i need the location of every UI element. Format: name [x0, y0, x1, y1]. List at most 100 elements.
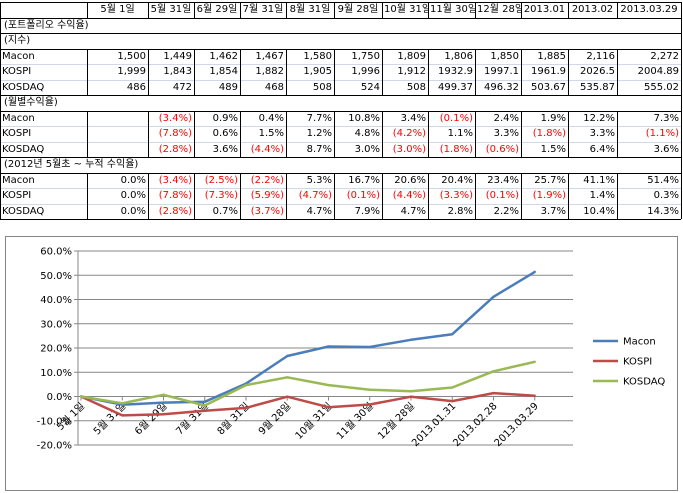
data-point — [492, 370, 495, 373]
table-cell: (0.6%) — [485, 143, 519, 155]
cell-border — [382, 64, 383, 80]
header-border — [334, 2, 335, 18]
table-cell: 0.6% — [212, 128, 238, 139]
row-label: KOSPI — [2, 128, 32, 139]
spreadsheet-table: 5월 1일 5월 31일 6월 29일 7월 31일 8월 31일 9월 28일 10월 3… — [0, 0, 683, 232]
cell-border — [194, 203, 195, 219]
table-cell: 6.4% — [589, 143, 615, 155]
cell-border — [617, 48, 618, 64]
data-point — [451, 399, 454, 403]
cell-border — [0, 188, 1, 204]
data-point — [368, 345, 371, 349]
cell-border — [286, 110, 287, 126]
cell-border — [0, 172, 1, 188]
cell-border — [681, 157, 682, 173]
cell-border — [240, 172, 241, 188]
header-border — [617, 2, 618, 18]
y-tick-label: 0.0% — [47, 392, 72, 403]
cell-border — [194, 172, 195, 188]
table-cell: (4.4%) — [392, 190, 426, 201]
cell-border — [568, 79, 569, 95]
data-point — [327, 345, 330, 348]
cell-border — [428, 48, 429, 64]
cell-border — [382, 126, 383, 142]
cell-border — [681, 203, 682, 219]
table-cell: (1.9%) — [532, 190, 566, 201]
header-border — [428, 2, 429, 18]
section-title: (포트폴리오 수익율) — [4, 19, 89, 31]
table-cell: 0.0% — [120, 190, 146, 201]
cell-border — [87, 48, 88, 64]
table-cell: 489 — [218, 81, 238, 93]
cell-border — [0, 110, 1, 126]
series-line-macon[interactable] — [80, 270, 536, 406]
table-cell: 3.4% — [400, 112, 426, 124]
data-point — [286, 354, 289, 358]
line-chart[interactable]: -20.0% -10.0% 0.0% 10.0% 20.0% 30.0% 40.0% 50.0… — [5, 236, 678, 491]
table-cell: 2,272 — [650, 50, 679, 62]
table-cell: 1,500 — [117, 50, 146, 62]
cell-border — [568, 203, 569, 219]
table-cell: (7.8%) — [158, 128, 192, 139]
x-tick-label: 8월 31일 — [215, 400, 252, 437]
cell-border — [681, 126, 682, 142]
table-cell: 10.8% — [348, 112, 380, 124]
cell-border — [568, 110, 569, 126]
table-cell: 0.9% — [212, 112, 238, 124]
cell-border — [240, 110, 241, 126]
header-border — [194, 2, 195, 18]
cell-border — [617, 79, 618, 95]
cell-border — [87, 126, 88, 142]
cell-border — [334, 126, 335, 142]
table-cell: (7.8%) — [158, 190, 192, 201]
cell-border — [521, 188, 522, 204]
table-cell: 508 — [406, 81, 426, 93]
table-cell: 1,809 — [397, 50, 426, 62]
cell-border — [568, 64, 569, 80]
table-cell: 5.3% — [306, 174, 332, 186]
cell-border — [382, 172, 383, 188]
table-cell: (3.0%) — [392, 143, 426, 155]
cell-border — [568, 141, 569, 157]
cell-border — [428, 172, 429, 188]
data-point — [451, 386, 454, 389]
table-cell: 3.7% — [540, 205, 566, 217]
cell-border — [0, 48, 1, 64]
cell-border — [521, 48, 522, 64]
table-cell: 2.2% — [493, 205, 519, 217]
cell-border — [521, 172, 522, 188]
series-line-kosdaq[interactable] — [80, 360, 536, 407]
cell-border — [382, 110, 383, 126]
cell-border — [148, 110, 149, 126]
header-border — [681, 2, 682, 18]
table-cell: 0.0% — [120, 205, 146, 217]
table-cell: (3.7%) — [250, 205, 284, 217]
cell-border — [0, 203, 1, 219]
header-cell: 5월 1일 — [100, 4, 135, 15]
cell-border — [475, 203, 476, 219]
table-cell: 4.7% — [306, 205, 332, 217]
cell-border — [286, 48, 287, 64]
cell-border — [334, 79, 335, 95]
table-cell: 0.3% — [653, 190, 679, 201]
cell-border — [286, 141, 287, 157]
table-cell: 25.7% — [534, 174, 566, 186]
row-label: KOSDAQ — [2, 143, 45, 155]
sheet-gridline — [0, 188, 681, 189]
legend-label: KOSPI — [623, 357, 652, 368]
cell-border — [87, 188, 88, 204]
section-title: (월별수익율) — [4, 97, 58, 108]
cell-border — [617, 172, 618, 188]
table-cell: 10.4% — [583, 205, 615, 217]
table-cell: (0.1%) — [346, 190, 380, 201]
cell-border — [382, 79, 383, 95]
series-line-kospi[interactable] — [80, 391, 535, 417]
sheet-gridline — [0, 126, 681, 127]
table-cell: 1,843 — [163, 66, 192, 77]
table-cell: 2.8% — [447, 205, 473, 217]
data-point — [492, 391, 495, 395]
section-border — [0, 33, 681, 34]
table-cell: (2.8%) — [158, 143, 192, 155]
data-point — [203, 409, 206, 413]
table-cell: 555.02 — [644, 81, 679, 93]
